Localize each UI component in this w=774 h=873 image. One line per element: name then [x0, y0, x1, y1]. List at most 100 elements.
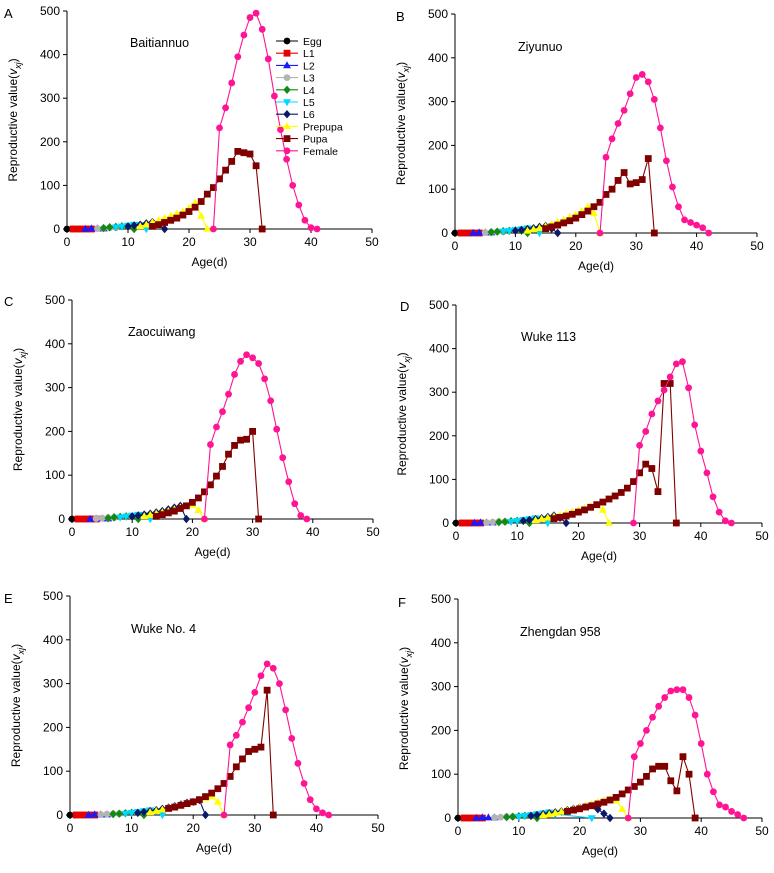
y-tick-label: 300: [429, 385, 449, 399]
data-point: [263, 660, 271, 668]
data-point: [87, 224, 96, 232]
legend-item-egg: Egg: [276, 36, 322, 48]
data-point: [197, 198, 205, 205]
data-point: [80, 515, 88, 523]
data-point: [594, 800, 602, 808]
data-point: [568, 510, 576, 518]
data-point: [578, 211, 586, 219]
data-point: [158, 511, 166, 519]
data-point: [588, 802, 596, 810]
data-point: [195, 494, 202, 502]
data-point: [593, 501, 601, 509]
data-point: [513, 518, 522, 526]
data-point: [201, 488, 208, 496]
data-point: [210, 184, 217, 191]
x-tick-label: 10: [125, 821, 139, 835]
y-axis-label-subscript: xj: [402, 355, 412, 364]
data-point: [673, 787, 681, 795]
data-point: [313, 805, 320, 813]
data-point: [697, 447, 705, 455]
data-point: [220, 780, 228, 787]
legend-marker: [283, 49, 291, 57]
data-point: [249, 428, 256, 435]
data-point: [491, 814, 498, 821]
data-point: [703, 469, 711, 477]
data-point: [195, 796, 203, 804]
data-point: [226, 741, 234, 749]
panel-letter: E: [4, 591, 13, 606]
data-point: [234, 53, 242, 61]
chart-panel-e: 0 100 200 300 400 500 0 10 20 30 40 50 Age(d) Reprodu…: [4, 589, 385, 855]
data-point: [285, 478, 293, 486]
data-point: [127, 810, 136, 818]
data-point: [222, 166, 229, 174]
data-point: [533, 810, 541, 820]
series-female: [201, 351, 311, 523]
legend-label: Prepupa: [303, 121, 343, 133]
data-point: [177, 801, 185, 809]
data-point: [562, 512, 570, 520]
data-point: [656, 124, 664, 132]
y-axis-label-prefix: Reproductive value(: [395, 369, 409, 476]
data-point: [643, 727, 650, 734]
data-point: [582, 803, 590, 811]
data-point: [655, 762, 663, 770]
data-point: [693, 221, 700, 229]
y-tick-label: 400: [431, 636, 451, 650]
data-point: [705, 229, 713, 237]
data-point: [681, 216, 688, 224]
data-point: [257, 672, 265, 680]
data-point: [109, 809, 117, 819]
y-tick-label: 100: [45, 468, 65, 482]
data-point: [451, 229, 459, 237]
data-point: [225, 450, 232, 458]
legend-item-female: Female: [276, 146, 338, 158]
data-point: [267, 397, 275, 405]
y-axis-label-subscript: xj: [16, 647, 26, 656]
data-point: [611, 492, 619, 500]
data-point: [560, 219, 568, 227]
chart-title: Ziyunuo: [518, 40, 563, 54]
y-tick-label: 400: [429, 342, 449, 356]
data-point: [493, 227, 501, 236]
x-tick-label: 50: [750, 239, 764, 253]
panel-letter: C: [4, 294, 13, 309]
legend-marker: [283, 122, 291, 130]
data-point: [197, 211, 206, 219]
data-point: [124, 222, 132, 231]
series-female: [210, 9, 321, 233]
data-point: [261, 375, 269, 383]
series-female: [220, 660, 333, 819]
data-point: [650, 229, 658, 237]
data-point: [655, 702, 663, 710]
data-point: [507, 518, 516, 526]
x-tick-label: 40: [310, 821, 324, 835]
data-point: [111, 224, 120, 232]
legend-marker: [283, 135, 291, 142]
data-point: [602, 191, 610, 198]
data-point: [581, 506, 588, 514]
data-point: [596, 229, 604, 237]
data-point: [222, 104, 230, 112]
data-point: [476, 518, 485, 526]
data-point: [207, 481, 214, 489]
legend-label: L2: [303, 60, 315, 72]
data-point: [216, 124, 223, 132]
data-point: [716, 801, 723, 809]
x-tick-label: 30: [630, 239, 644, 253]
data-point: [237, 436, 244, 444]
y-tick-label: 500: [428, 7, 448, 21]
data-point: [466, 814, 474, 822]
data-point: [545, 810, 554, 818]
data-point: [251, 688, 259, 696]
data-point: [97, 811, 105, 818]
x-tick-label: 30: [633, 529, 647, 543]
data-point: [170, 507, 178, 515]
series-pupa: [542, 155, 658, 237]
data-point: [81, 224, 90, 232]
data-point: [543, 520, 552, 528]
data-point: [66, 811, 74, 819]
chart-title: Wuke 113: [521, 330, 576, 344]
data-point: [715, 508, 723, 516]
data-point: [666, 373, 674, 381]
